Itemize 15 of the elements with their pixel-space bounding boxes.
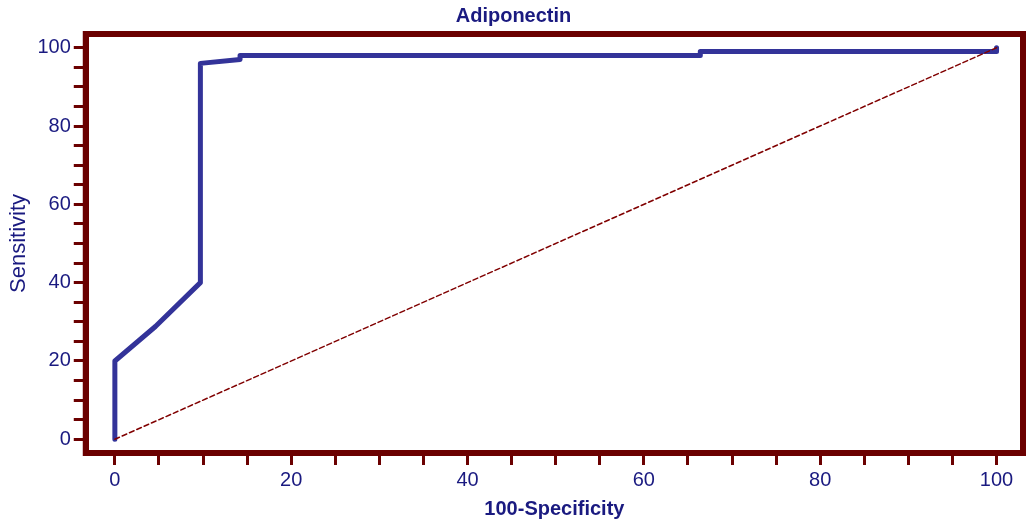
y-axis-title: Sensitivity bbox=[5, 193, 31, 294]
x-tick-label: 20 bbox=[280, 467, 303, 490]
y-tick-label: 100 bbox=[37, 35, 71, 58]
y-tick-label: 80 bbox=[48, 113, 71, 136]
x-tick-label: 80 bbox=[809, 467, 832, 490]
x-axis-title: 100-Specificity bbox=[484, 496, 626, 519]
y-tick-label: 40 bbox=[48, 270, 71, 293]
chart-title: Adiponectin bbox=[455, 3, 572, 26]
y-tick-label: 60 bbox=[48, 191, 71, 214]
x-tick-label: 0 bbox=[109, 467, 121, 490]
y-tick-label: 0 bbox=[59, 426, 71, 449]
y-tick-label: 20 bbox=[48, 348, 71, 371]
x-tick-label: 100 bbox=[979, 467, 1014, 490]
x-tick-label: 60 bbox=[632, 467, 655, 490]
x-tick-label: 40 bbox=[456, 467, 479, 490]
